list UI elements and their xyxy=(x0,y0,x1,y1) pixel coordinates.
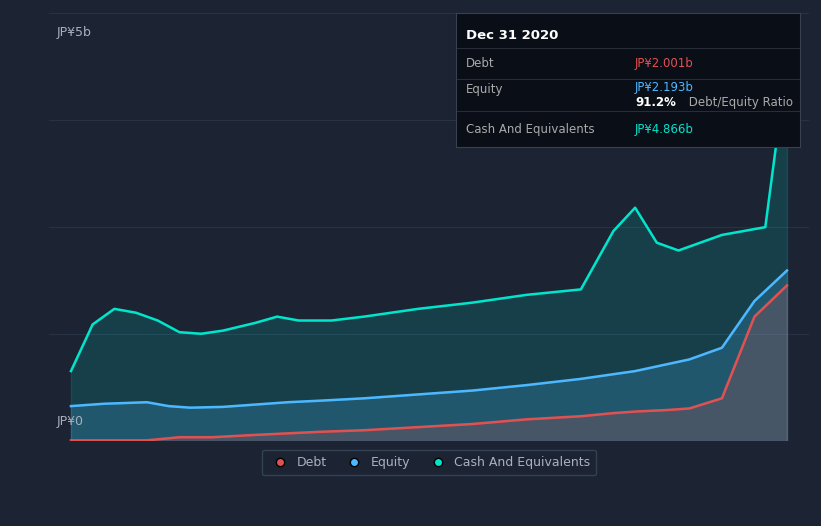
Text: JP¥5b: JP¥5b xyxy=(57,26,92,39)
Text: Debt: Debt xyxy=(466,57,494,70)
Text: JP¥0: JP¥0 xyxy=(57,416,84,428)
Text: Debt/Equity Ratio: Debt/Equity Ratio xyxy=(685,96,793,109)
Text: JP¥4.866b: JP¥4.866b xyxy=(635,123,694,136)
Text: Equity: Equity xyxy=(466,83,503,96)
Text: Dec 31 2020: Dec 31 2020 xyxy=(466,29,558,42)
Text: JP¥2.193b: JP¥2.193b xyxy=(635,81,694,94)
Legend: Debt, Equity, Cash And Equivalents: Debt, Equity, Cash And Equivalents xyxy=(262,450,596,476)
Text: 91.2%: 91.2% xyxy=(635,96,676,109)
Text: JP¥2.001b: JP¥2.001b xyxy=(635,57,694,70)
Text: Cash And Equivalents: Cash And Equivalents xyxy=(466,123,594,136)
